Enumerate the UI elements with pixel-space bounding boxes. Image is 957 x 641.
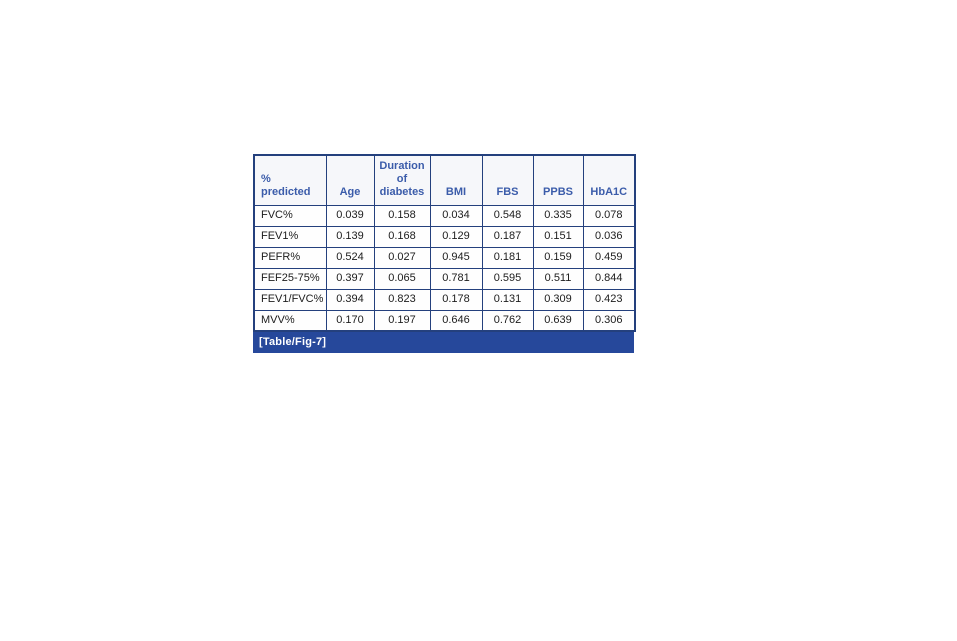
- cell-value: 0.131: [481, 288, 534, 311]
- results-table: % predicted Age Duration of diabetes BMI…: [253, 154, 636, 332]
- table-row: PEFR% 0.524 0.027 0.945 0.181 0.159 0.45…: [253, 246, 636, 269]
- row-label: FVC%: [253, 204, 327, 227]
- cell-value: 0.078: [582, 204, 636, 227]
- cell-value: 0.511: [532, 267, 584, 290]
- table-row: MVV% 0.170 0.197 0.646 0.762 0.639 0.306: [253, 309, 636, 332]
- cell-value: 0.524: [325, 246, 375, 269]
- row-label: MVV%: [253, 309, 327, 332]
- cell-value: 0.423: [582, 288, 636, 311]
- cell-value: 0.034: [429, 204, 483, 227]
- row-label: PEFR%: [253, 246, 327, 269]
- header-row: % predicted Age Duration of diabetes BMI…: [253, 154, 636, 206]
- cell-value: 0.168: [373, 225, 431, 248]
- cell-value: 0.781: [429, 267, 483, 290]
- cell-value: 0.639: [532, 309, 584, 332]
- cell-value: 0.823: [373, 288, 431, 311]
- cell-value: 0.178: [429, 288, 483, 311]
- cell-value: 0.595: [481, 267, 534, 290]
- header-cell-duration-of-diabetes: Duration of diabetes: [373, 154, 431, 206]
- cell-value: 0.197: [373, 309, 431, 332]
- cell-value: 0.129: [429, 225, 483, 248]
- cell-value: 0.762: [481, 309, 534, 332]
- row-label: FEF25-75%: [253, 267, 327, 290]
- cell-value: 0.459: [582, 246, 636, 269]
- cell-value: 0.945: [429, 246, 483, 269]
- cell-value: 0.335: [532, 204, 584, 227]
- table-row: FEV1% 0.139 0.168 0.129 0.187 0.151 0.03…: [253, 225, 636, 248]
- cell-value: 0.158: [373, 204, 431, 227]
- cell-value: 0.844: [582, 267, 636, 290]
- row-label: FEV1/FVC%: [253, 288, 327, 311]
- cell-value: 0.646: [429, 309, 483, 332]
- header-cell-fbs: FBS: [481, 154, 534, 206]
- cell-value: 0.159: [532, 246, 584, 269]
- header-cell-age: Age: [325, 154, 375, 206]
- header-cell-hba1c: HbA1C: [582, 154, 636, 206]
- cell-value: 0.139: [325, 225, 375, 248]
- cell-value: 0.548: [481, 204, 534, 227]
- table-figure: % predicted Age Duration of diabetes BMI…: [253, 154, 636, 353]
- cell-value: 0.397: [325, 267, 375, 290]
- row-label: FEV1%: [253, 225, 327, 248]
- cell-value: 0.181: [481, 246, 534, 269]
- header-cell-bmi: BMI: [429, 154, 483, 206]
- cell-value: 0.309: [532, 288, 584, 311]
- cell-value: 0.151: [532, 225, 584, 248]
- cell-value: 0.065: [373, 267, 431, 290]
- header-cell-percent-predicted: % predicted: [253, 154, 327, 206]
- cell-value: 0.036: [582, 225, 636, 248]
- cell-value: 0.394: [325, 288, 375, 311]
- figure-caption: [Table/Fig-7]: [253, 332, 634, 353]
- table-row: FEV1/FVC% 0.394 0.823 0.178 0.131 0.309 …: [253, 288, 636, 311]
- cell-value: 0.170: [325, 309, 375, 332]
- header-cell-ppbs: PPBS: [532, 154, 584, 206]
- cell-value: 0.306: [582, 309, 636, 332]
- cell-value: 0.027: [373, 246, 431, 269]
- cell-value: 0.039: [325, 204, 375, 227]
- cell-value: 0.187: [481, 225, 534, 248]
- table-row: FVC% 0.039 0.158 0.034 0.548 0.335 0.078: [253, 204, 636, 227]
- table-row: FEF25-75% 0.397 0.065 0.781 0.595 0.511 …: [253, 267, 636, 290]
